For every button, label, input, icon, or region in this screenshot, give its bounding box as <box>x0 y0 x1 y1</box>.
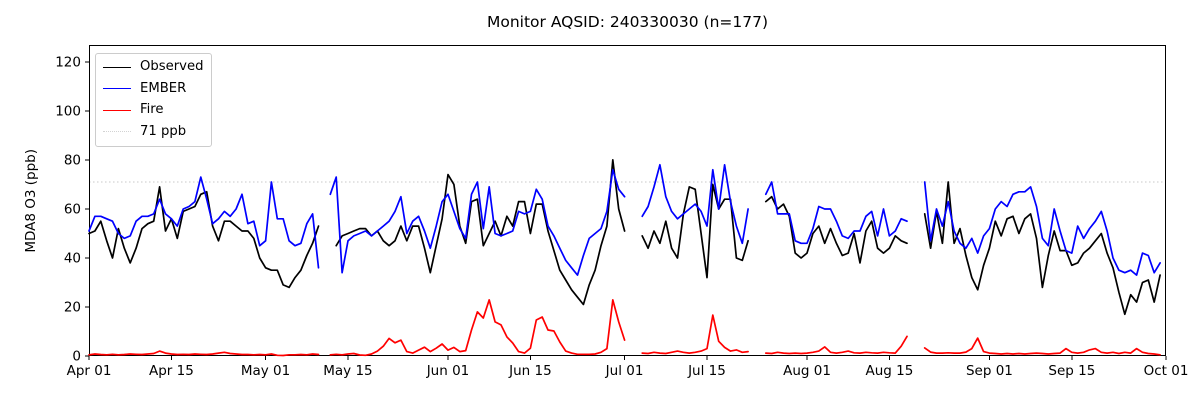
legend-item-threshold: 71 ppb <box>103 123 201 139</box>
ember-line-swatch <box>103 88 131 89</box>
y-tick-label: 100 <box>55 104 81 120</box>
x-tick-label: Sep 01 <box>966 363 1013 379</box>
x-axis-ticks: Apr 01 Apr 15 May 01 May 15 Jun 01 Jun 15 Jul … <box>67 356 1189 379</box>
x-tick-label: Oct 01 <box>1144 363 1189 379</box>
fire-line-swatch <box>103 109 131 111</box>
x-tick-label: May 01 <box>241 363 290 379</box>
x-tick-label: Jul 15 <box>687 363 726 379</box>
x-tick-label: Apr 01 <box>67 363 112 379</box>
legend-label-ember: EMBER <box>140 80 187 96</box>
series-observed-line <box>88 159 1161 316</box>
x-tick-label: Aug 01 <box>783 363 831 379</box>
y-tick-label: 40 <box>64 251 81 267</box>
observed-line-swatch <box>103 66 131 68</box>
y-axis-label-wrap: MDA8 O3 (ppb) <box>20 45 42 356</box>
legend-item-observed: Observed <box>103 59 204 74</box>
legend: Observed EMBER Fire 71 ppb <box>95 53 212 147</box>
y-tick-label: 80 <box>64 153 81 169</box>
y-axis-ticks: 0 20 40 60 80 100 120 <box>55 55 89 365</box>
legend-label-observed: Observed <box>140 59 204 74</box>
x-tick-label: Aug 15 <box>865 363 913 379</box>
y-tick-label: 20 <box>64 300 81 316</box>
legend-item-fire: Fire <box>103 103 201 117</box>
x-tick-label: Jun 01 <box>426 363 470 379</box>
legend-item-ember: EMBER <box>103 80 201 96</box>
x-tick-label: Jul 01 <box>605 363 644 379</box>
x-tick-label: May 15 <box>323 363 372 379</box>
series-fire-line <box>88 299 1161 357</box>
x-tick-label: Apr 15 <box>149 363 194 379</box>
chart-title: Monitor AQSID: 240330030 (n=177) <box>486 13 769 31</box>
y-axis-label: MDA8 O3 (ppb) <box>23 148 39 253</box>
y-tick-label: 60 <box>64 202 81 218</box>
legend-label-threshold: 71 ppb <box>140 123 187 139</box>
y-tick-label: 0 <box>72 349 81 365</box>
axes-frame <box>89 45 1166 356</box>
legend-label-fire: Fire <box>140 102 164 117</box>
threshold-line-swatch <box>103 131 131 132</box>
y-tick-label: 120 <box>55 55 81 71</box>
x-tick-label: Sep 15 <box>1048 363 1095 379</box>
x-tick-label: Jun 15 <box>508 363 552 379</box>
series-ember-line <box>88 163 1161 276</box>
